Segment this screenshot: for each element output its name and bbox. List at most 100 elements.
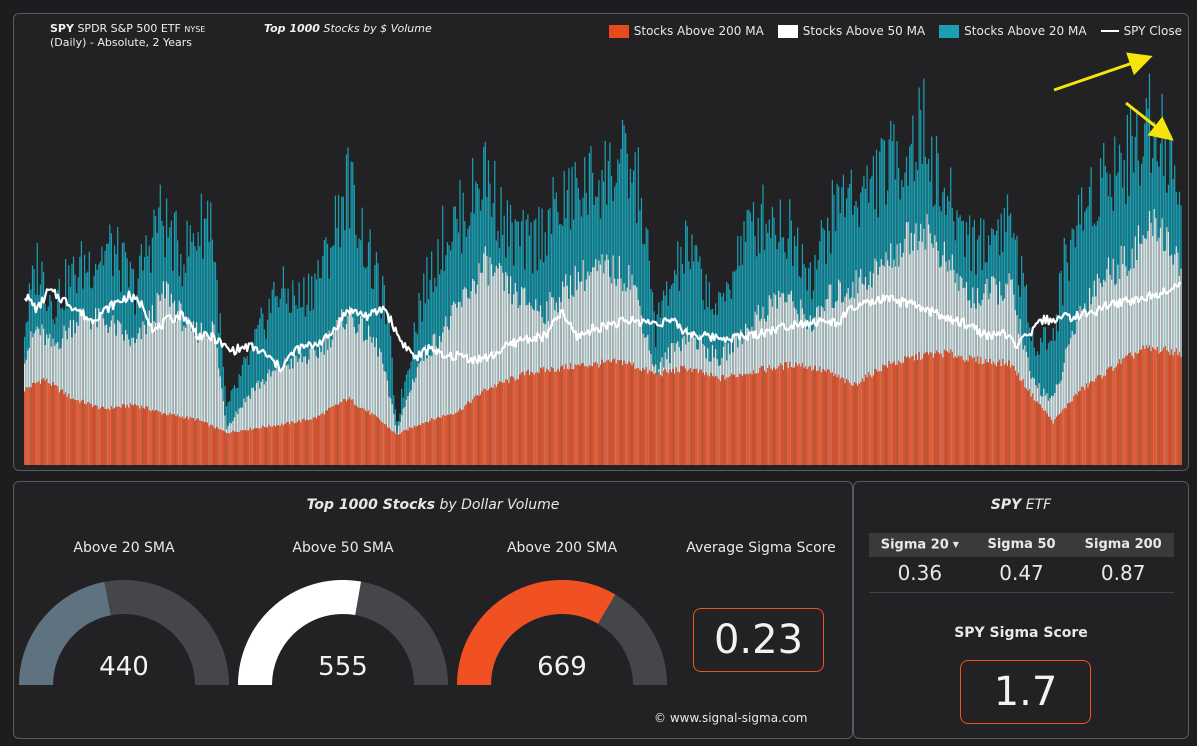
bar-above-20 [353, 184, 355, 465]
bar-above-200 [961, 355, 963, 465]
bar-above-200 [697, 372, 699, 465]
bar-above-200 [88, 402, 90, 465]
bar-above-50 [915, 223, 917, 465]
bar-above-50 [200, 322, 202, 465]
bar-above-50 [293, 354, 296, 465]
bar-above-50 [438, 336, 441, 465]
bar-above-200 [123, 404, 125, 465]
bar-above-200 [508, 383, 510, 465]
legend-item-above50[interactable]: Stocks Above 50 MA [777, 24, 925, 38]
bar-above-50 [923, 228, 925, 465]
sigma50-header[interactable]: Sigma 50 [971, 533, 1073, 557]
bar-above-50 [850, 297, 852, 465]
bar-above-200 [653, 374, 655, 465]
bar-above-200 [1109, 367, 1111, 465]
universe-bold: Top 1000 [264, 22, 320, 35]
bar-above-200 [1092, 381, 1094, 465]
bar-above-50 [929, 233, 931, 465]
bar-above-50 [145, 334, 147, 465]
legend-item-above200[interactable]: Stocks Above 200 MA [608, 24, 764, 38]
legend-item-above20[interactable]: Stocks Above 20 MA [939, 24, 1087, 38]
bar-above-50 [295, 355, 297, 465]
bar-above-200 [173, 413, 176, 465]
bar-above-200 [965, 359, 968, 465]
bar-above-50 [858, 277, 860, 465]
bar-above-200 [729, 376, 731, 465]
bar-above-200 [76, 400, 78, 465]
bar-above-200 [154, 410, 157, 465]
bar-above-200 [797, 365, 799, 465]
bar-above-50 [124, 329, 127, 465]
bar-above-50 [172, 303, 174, 465]
bar-above-200 [1153, 348, 1155, 465]
bar-above-50 [440, 341, 442, 465]
bar-above-200 [1047, 416, 1050, 465]
bar-above-50 [1098, 278, 1100, 465]
bar-above-200 [763, 370, 766, 465]
bar-above-50 [284, 357, 286, 465]
bar-above-200 [932, 357, 934, 465]
bar-above-200 [637, 368, 639, 465]
breadth-chart [23, 52, 1182, 466]
bar-above-200 [413, 425, 415, 465]
bar-above-50 [435, 346, 437, 465]
bar-above-200 [527, 369, 529, 465]
bar-above-200 [533, 374, 535, 465]
bar-above-200 [969, 354, 971, 465]
summary-title: Top 1000 Stocks by Dollar Volume [14, 497, 852, 513]
bar-above-200 [77, 399, 79, 465]
bar-above-200 [580, 363, 583, 465]
legend-item-close[interactable]: SPY Close [1100, 24, 1182, 38]
bar-above-50 [424, 345, 426, 465]
bar-above-200 [560, 366, 562, 465]
bar-above-200 [175, 416, 177, 465]
bar-above-200 [696, 368, 698, 465]
bar-above-200 [99, 408, 101, 465]
bar-above-200 [740, 374, 742, 465]
bar-above-200 [1079, 391, 1081, 465]
bar-above-200 [85, 404, 87, 465]
bar-above-200 [798, 363, 800, 465]
bar-above-200 [470, 403, 472, 465]
sigma20-header[interactable]: Sigma 20 ▼ [869, 533, 971, 557]
sigma200-header[interactable]: Sigma 200 [1072, 533, 1174, 557]
bar-above-50 [164, 298, 166, 465]
bar-above-50 [350, 313, 352, 465]
bar-above-200 [229, 433, 231, 465]
bar-above-50 [126, 334, 128, 465]
bar-above-200 [593, 362, 595, 465]
bar-above-50 [336, 320, 338, 465]
bar-above-200 [1057, 415, 1059, 465]
copyright[interactable]: © www.signal-sigma.com [654, 711, 808, 725]
bar-above-200 [522, 371, 524, 465]
bar-above-200 [711, 375, 714, 465]
bar-above-200 [278, 425, 280, 465]
bar-above-200 [861, 378, 863, 465]
bar-above-200 [66, 396, 68, 465]
bar-above-50 [1069, 338, 1072, 465]
bar-above-50 [178, 300, 180, 465]
bar-above-50 [1112, 258, 1114, 465]
bar-above-200 [44, 380, 46, 465]
bar-above-50 [165, 281, 168, 465]
bar-above-200 [591, 366, 594, 465]
sigma50-value: 0.47 [999, 561, 1044, 585]
bar-above-200 [601, 359, 603, 465]
bar-above-50 [347, 315, 349, 465]
bar-above-200 [868, 371, 870, 465]
bar-above-200 [621, 365, 624, 465]
bar-above-200 [435, 418, 437, 465]
bar-above-200 [121, 404, 124, 465]
bar-above-200 [1011, 364, 1013, 465]
bar-above-50 [72, 319, 75, 465]
spy-sigma-label: SPY Sigma Score [954, 625, 1088, 641]
bar-above-200 [628, 361, 630, 465]
bar-above-50 [265, 381, 267, 465]
bar-above-200 [301, 419, 303, 465]
bar-above-50 [319, 346, 321, 465]
bar-above-50 [432, 334, 434, 465]
legend-line-close [1100, 30, 1119, 32]
bar-above-200 [468, 402, 471, 465]
bar-above-200 [1093, 381, 1095, 465]
bar-above-50 [279, 370, 281, 465]
